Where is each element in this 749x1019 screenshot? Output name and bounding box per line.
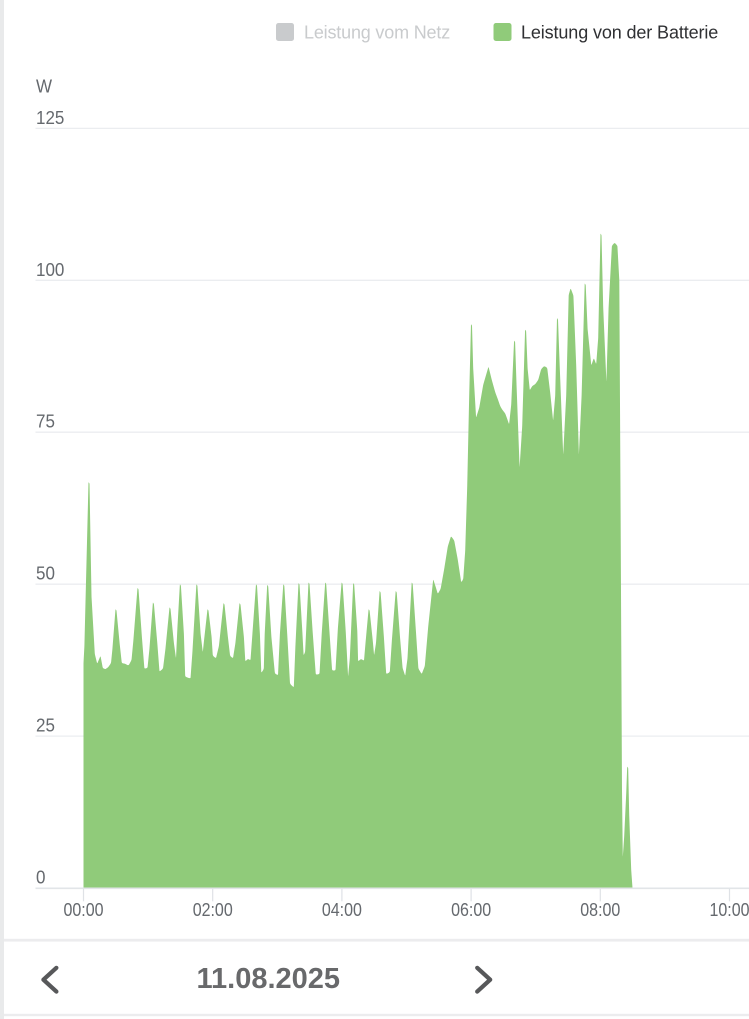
svg-text:50: 50 — [36, 563, 55, 584]
svg-text:0: 0 — [36, 867, 46, 888]
svg-text:04:00: 04:00 — [322, 899, 362, 920]
svg-text:06:00: 06:00 — [451, 899, 491, 920]
svg-text:25: 25 — [36, 715, 55, 736]
svg-text:125: 125 — [36, 107, 65, 128]
svg-text:100: 100 — [36, 259, 65, 280]
svg-text:Leistung vom Netz: Leistung vom Netz — [304, 23, 450, 43]
svg-text:08:00: 08:00 — [580, 899, 620, 920]
svg-text:W: W — [36, 76, 52, 97]
svg-text:11.08.2025: 11.08.2025 — [197, 963, 341, 995]
svg-text:75: 75 — [36, 411, 55, 432]
svg-text:02:00: 02:00 — [193, 899, 233, 920]
svg-text:00:00: 00:00 — [63, 899, 103, 920]
svg-text:10:00: 10:00 — [709, 899, 749, 920]
svg-text:Leistung von der Batterie: Leistung von der Batterie — [521, 23, 718, 43]
